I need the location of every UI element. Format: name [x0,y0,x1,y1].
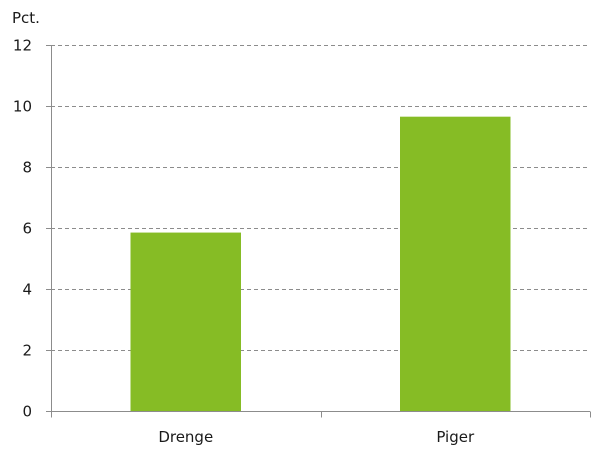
x-tick-label: Drenge [158,428,213,446]
y-tick-labels: 0 2 4 6 8 10 12 [13,37,32,421]
y-tick-label: 4 [22,281,32,299]
y-tick-label: 12 [13,37,32,55]
y-tick-label: 0 [22,403,32,421]
bar-piger [400,116,511,412]
x-tick-labels: Drenge Piger [158,428,475,446]
y-tick-label: 2 [22,342,32,360]
bar-drenge [130,232,241,411]
y-tick-label: 6 [22,220,32,238]
bars [130,116,511,412]
axes [46,45,591,418]
y-axis-unit-label: Pct. [12,9,40,27]
y-tick-label: 8 [22,159,32,177]
y-tick-label: 10 [13,98,32,116]
x-tick-label: Piger [436,428,475,446]
